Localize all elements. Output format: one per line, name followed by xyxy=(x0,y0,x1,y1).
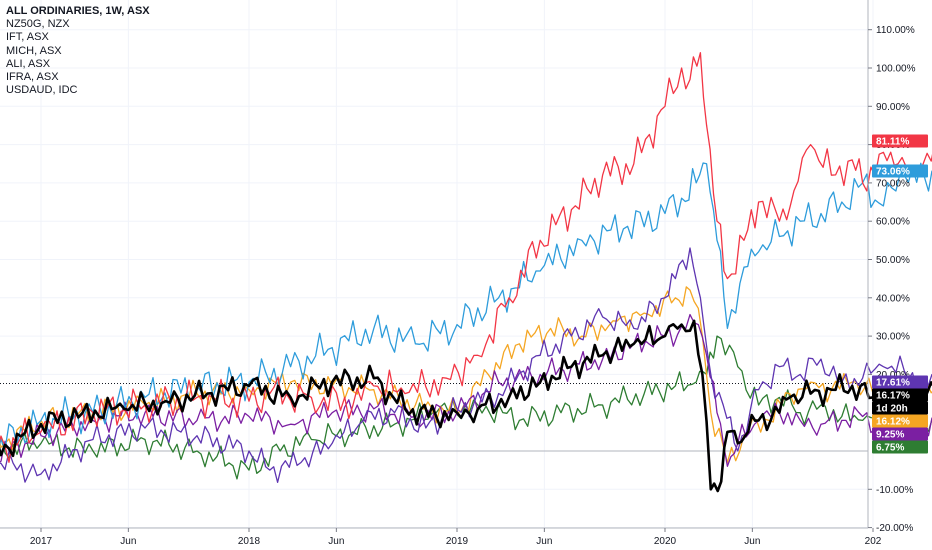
y-tick-label: 110.00% xyxy=(876,25,915,36)
y-tick-label: 90.00% xyxy=(876,102,910,113)
legend-item-ali[interactable]: ALI, ASX xyxy=(6,57,51,70)
svg-text:17.61%: 17.61% xyxy=(876,378,910,389)
legend-item-ifra[interactable]: IFRA, ASX xyxy=(6,71,59,84)
svg-text:81.11%: 81.11% xyxy=(876,137,909,148)
svg-text:73.06%: 73.06% xyxy=(876,167,910,178)
y-tick-label: 60.00% xyxy=(876,217,910,228)
badge-ift: 73.06% xyxy=(872,164,928,178)
series-line-all-ordinaries[interactable] xyxy=(0,319,932,493)
legend-item-ift[interactable]: IFT, ASX xyxy=(6,31,49,44)
x-tick-label: Jun xyxy=(536,536,552,547)
svg-text:1d 20h: 1d 20h xyxy=(876,404,908,415)
y-tick-label: 20.00% xyxy=(876,370,910,381)
y-tick-label: 30.00% xyxy=(876,332,910,343)
svg-text:16.17%: 16.17% xyxy=(876,391,910,402)
badge-nz50g: 81.11% xyxy=(872,134,928,148)
series-legend: ALL ORDINARIES, 1W, ASX NZ50G, NZX IFT, … xyxy=(6,5,150,97)
x-axis-ticks[interactable]: 2017 Jun 2018 Jun 2019 Jun 2020 Jun 202 xyxy=(30,528,882,547)
x-tick-label: 2019 xyxy=(446,536,469,547)
legend-item-all-ordinaries[interactable]: ALL ORDINARIES, 1W, ASX xyxy=(6,5,150,17)
x-tick-label: Jun xyxy=(744,536,760,547)
badge-ali: 9.25% xyxy=(872,427,928,441)
x-tick-label: Jun xyxy=(328,536,344,547)
legend-item-nz50g[interactable]: NZ50G, NZX xyxy=(6,18,70,31)
y-tick-label: -10.00% xyxy=(876,485,913,496)
series-lines xyxy=(0,52,932,493)
svg-text:16.12%: 16.12% xyxy=(876,417,910,428)
badge-ifra: 6.75% xyxy=(872,440,928,454)
x-tick-label: 2017 xyxy=(30,536,53,547)
series-line-ift[interactable] xyxy=(0,162,932,464)
badge-countdown: 1d 20h xyxy=(872,401,928,415)
y-tick-label: 40.00% xyxy=(876,293,910,304)
x-tick-label: 2020 xyxy=(654,536,677,547)
svg-text:6.75%: 6.75% xyxy=(876,443,904,454)
price-badges: 81.11% 73.06% 16.12% 9.25% 6.75% 17.61% 16.17%… xyxy=(872,134,928,454)
series-line-nz50g[interactable] xyxy=(0,52,932,463)
badge-usdaud: 17.61% xyxy=(872,375,928,389)
badge-mich: 16.12% xyxy=(872,414,928,428)
y-tick-label: 100.00% xyxy=(876,64,916,75)
y-axis-ticks[interactable]: 110.00%100.00%90.00%80.00%70.00%60.00%50… xyxy=(868,25,916,534)
series-line-ali[interactable] xyxy=(0,313,932,467)
y-tick-label: 70.00% xyxy=(876,178,910,189)
legend-item-usdaud[interactable]: USDAUD, IDC xyxy=(6,84,78,97)
x-tick-label: 202 xyxy=(865,536,882,547)
y-tick-label: 50.00% xyxy=(876,255,910,266)
y-tick-label: -20.00% xyxy=(876,523,913,534)
badge-all-ordinaries: 16.17% xyxy=(872,388,928,402)
series-line-usdaud[interactable] xyxy=(0,247,932,484)
x-tick-label: 2018 xyxy=(238,536,261,547)
legend-item-mich[interactable]: MICH, ASX xyxy=(6,44,62,57)
svg-text:9.25%: 9.25% xyxy=(876,430,904,441)
x-tick-label: Jun xyxy=(120,536,136,547)
